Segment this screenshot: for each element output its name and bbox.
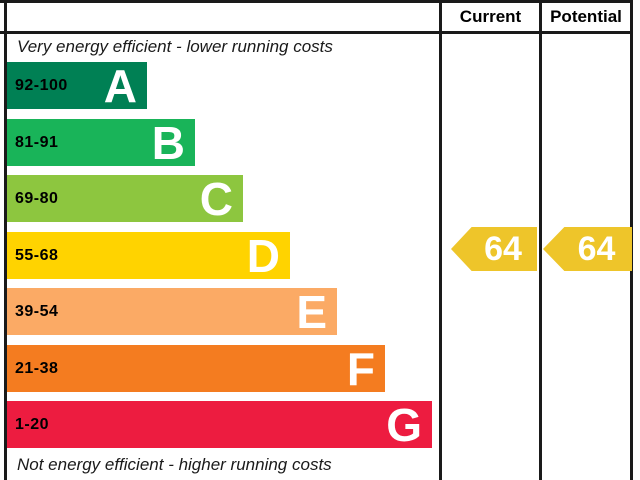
band-range-label: 92-100 — [15, 76, 68, 94]
current-rating-value: 64 — [484, 229, 522, 268]
band-row-d: 55-68 D — [7, 232, 290, 279]
band-letter: B — [151, 116, 185, 169]
band-letter: G — [386, 398, 422, 451]
top-caption: Very energy efficient - lower running co… — [17, 37, 333, 56]
band-row-e: 39-54 E — [7, 288, 337, 335]
band-range-label: 21-38 — [15, 359, 59, 377]
band-row-f: 21-38 F — [7, 345, 385, 392]
band-letter: F — [346, 342, 375, 395]
band-range-label: 39-54 — [15, 302, 59, 320]
top-border — [0, 0, 633, 3]
potential-rating-value: 64 — [577, 229, 616, 268]
current-rating-arrow: 64 — [451, 227, 537, 271]
band-row-b: 81-91 B — [7, 119, 195, 166]
band-letter: E — [296, 285, 327, 338]
band-range-label: 69-80 — [15, 189, 59, 207]
band-range-label: 55-68 — [15, 246, 59, 264]
current-column-divider — [439, 0, 442, 480]
band-letter: A — [103, 59, 137, 112]
band-range-label: 81-91 — [15, 133, 59, 151]
bottom-caption: Not energy efficient - higher running co… — [17, 455, 332, 474]
band-letter: D — [246, 229, 280, 282]
potential-rating-arrow: 64 — [543, 227, 632, 271]
band-range-label: 1-20 — [15, 415, 50, 433]
header-separator-line — [0, 31, 633, 34]
current-column-header: Current — [459, 7, 522, 26]
band-letter: C — [199, 172, 233, 225]
band-row-g: 1-20 G — [7, 401, 432, 448]
band-row-a: 92-100 A — [7, 62, 147, 109]
left-border — [4, 0, 7, 480]
potential-column-divider — [539, 0, 542, 480]
potential-column-header: Potential — [550, 7, 622, 26]
band-row-c: 69-80 C — [7, 175, 243, 222]
